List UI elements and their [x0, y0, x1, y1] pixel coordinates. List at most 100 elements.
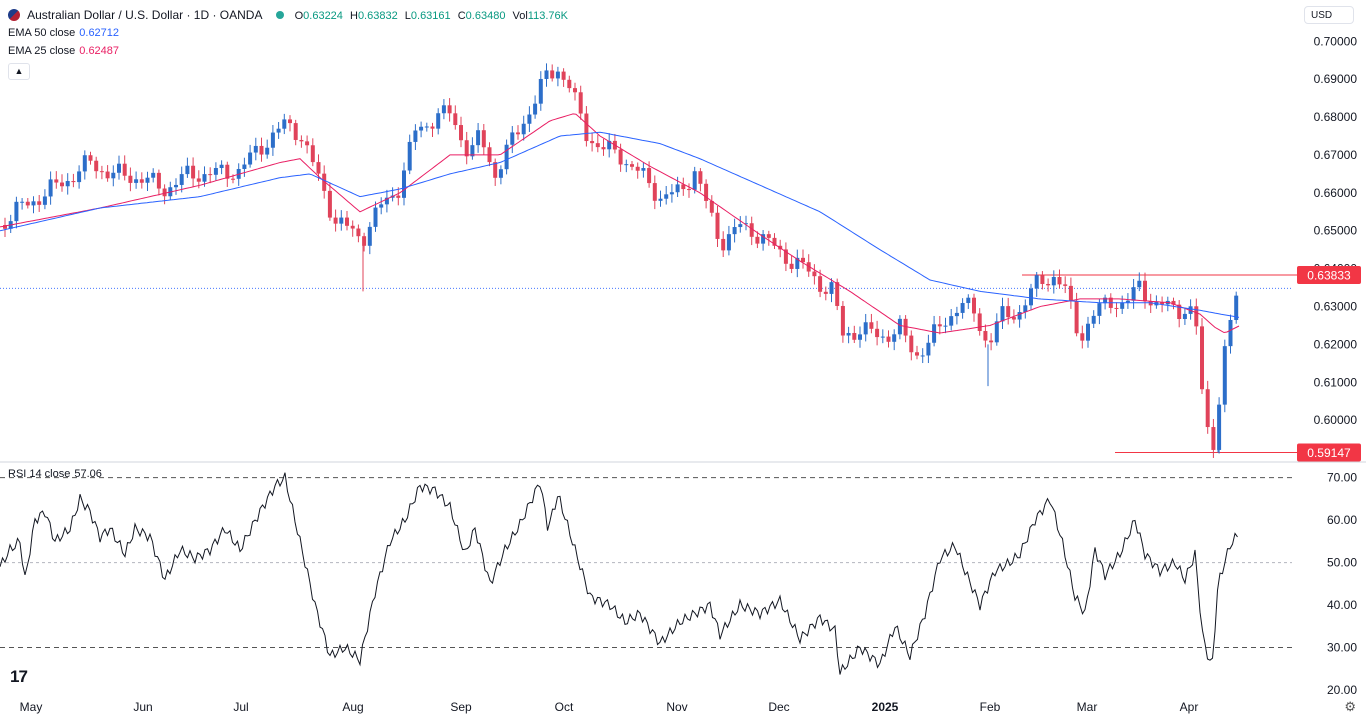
price-tick-label: 0.70000: [1314, 34, 1358, 48]
logo-text: 17: [10, 667, 28, 686]
currency-label: USD: [1311, 10, 1333, 21]
rsi-axis[interactable]: 70.00 60.00 50.00 40.00 30.00 20.00: [1327, 471, 1357, 697]
candle-body: [327, 190, 332, 218]
candle-body: [749, 223, 754, 237]
price-tick-label: 0.67000: [1314, 148, 1358, 162]
rsi-tick-label: 20.00: [1327, 683, 1357, 697]
candle-body: [276, 128, 281, 133]
candle-body: [407, 141, 412, 171]
candle-body: [1046, 283, 1051, 286]
candle-body: [362, 236, 367, 246]
ema25-line: [0, 113, 1240, 334]
time-tick-label: Sep: [450, 700, 472, 714]
candle-body: [1068, 285, 1073, 302]
currency-selector[interactable]: USD: [1304, 6, 1354, 24]
candle-body: [1017, 312, 1022, 320]
high-label: H: [349, 10, 358, 22]
symbol-title[interactable]: Australian Dollar / U.S. Dollar · 1D · O…: [27, 8, 263, 22]
time-tick-label: Nov: [666, 700, 687, 714]
volume-value: 113.76K: [527, 10, 568, 22]
candle-body: [886, 336, 891, 342]
candle-body: [1086, 323, 1090, 341]
candle-body: [538, 78, 543, 104]
rsi-tick-label: 70.00: [1327, 471, 1357, 485]
price-axis[interactable]: 0.70000 0.69000 0.68000 0.67000 0.66000 0.650…: [1314, 34, 1358, 465]
candle-body: [162, 188, 167, 197]
candle-body: [1051, 276, 1056, 286]
tradingview-logo[interactable]: 17: [10, 667, 28, 687]
candle-body: [1125, 300, 1130, 303]
candle-body: [156, 172, 161, 189]
candle-body: [573, 88, 577, 93]
candle-body: [1074, 301, 1079, 334]
candle-body: [960, 303, 965, 313]
candle-body: [1234, 295, 1239, 320]
time-tick-label: Feb: [980, 700, 1001, 714]
time-tick-label: 2025: [872, 700, 899, 714]
candle-body: [590, 141, 595, 144]
candle-body: [459, 125, 463, 141]
candle-body: [1011, 317, 1016, 320]
candle-body: [977, 313, 982, 332]
candle-body: [818, 276, 823, 292]
candle-body: [231, 178, 235, 180]
candle-body: [333, 217, 338, 224]
high-value: 0.63832: [357, 10, 398, 22]
candle-body: [402, 170, 406, 198]
price-tick-label: 0.62000: [1314, 337, 1358, 351]
ema50-legend[interactable]: EMA 50 close 0.62712: [8, 27, 119, 39]
candle-body: [561, 71, 566, 80]
candle-body: [248, 152, 253, 165]
candle-body: [379, 204, 384, 208]
rsi-legend[interactable]: RSI 14 close 57.06: [8, 468, 102, 480]
candle-body: [88, 155, 93, 161]
candle-body: [1194, 306, 1199, 327]
candle-body: [578, 92, 583, 114]
candle-body: [915, 352, 919, 356]
candle-body: [527, 114, 532, 124]
volume-label: Vol: [512, 10, 528, 22]
candle-body: [259, 145, 264, 155]
candle-body: [413, 130, 418, 142]
candle-body: [789, 263, 794, 269]
candle-body: [510, 132, 515, 145]
price-tick-label: 0.68000: [1314, 110, 1358, 124]
symbol-legend: Australian Dollar / U.S. Dollar · 1D · O…: [8, 8, 568, 22]
candle-body: [681, 184, 686, 190]
candle-body: [630, 164, 634, 167]
candle-body: [544, 70, 549, 79]
candle-body: [926, 342, 931, 356]
candle-body: [305, 141, 310, 146]
candle-body: [310, 145, 315, 163]
candle-body: [994, 321, 999, 343]
candle-body: [25, 201, 30, 206]
candle-body: [903, 318, 908, 336]
symbol-icon[interactable]: [8, 9, 20, 21]
gear-icon[interactable]: ⚙: [1344, 699, 1356, 714]
collapse-legend-button[interactable]: ▲: [8, 63, 30, 80]
candle-body: [863, 322, 868, 335]
candle-body: [48, 179, 53, 197]
candle-body: [122, 163, 127, 176]
candle-body: [20, 201, 25, 203]
candle-body: [567, 79, 572, 89]
candle-body: [1211, 427, 1216, 450]
ema25-legend[interactable]: EMA 25 close 0.62487: [8, 45, 119, 57]
open-value: 0.63224: [303, 10, 343, 22]
market-status-dot: [275, 11, 284, 19]
candle-body: [37, 201, 42, 205]
candle-body: [1182, 313, 1187, 320]
candle-body: [282, 119, 287, 129]
candle-body: [635, 166, 640, 171]
candle-body: [1200, 326, 1204, 390]
candle-body: [128, 175, 133, 183]
candle-body: [299, 139, 304, 142]
time-axis[interactable]: May Jun Jul Aug Sep Oct Nov Dec 2025 Feb Mar Apr: [20, 700, 1199, 714]
candle-body: [430, 126, 435, 129]
candle-body: [339, 217, 344, 224]
candle-body: [1040, 275, 1045, 284]
candle-body: [783, 249, 788, 264]
rsi-line: [0, 472, 1238, 675]
candle-body: [396, 195, 401, 198]
